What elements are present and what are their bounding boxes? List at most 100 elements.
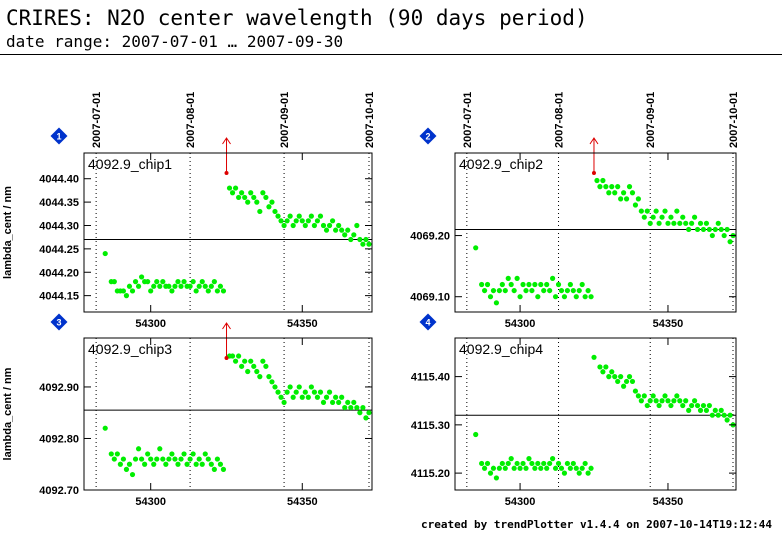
data-point [712, 226, 718, 233]
data-point [236, 353, 242, 359]
y-axis-label: lambda_cent / nm [2, 367, 14, 460]
data-point [360, 241, 366, 247]
x-tick-label: 54300 [135, 318, 166, 330]
data-point [284, 218, 290, 224]
data-point [299, 394, 305, 400]
panel-badge-number: 4 [425, 318, 430, 328]
data-point [220, 466, 227, 472]
data-point [694, 226, 701, 233]
data-point [703, 407, 710, 413]
plot-frame [83, 152, 373, 313]
data-point [487, 294, 494, 300]
data-point [529, 460, 535, 467]
data-point [317, 213, 324, 219]
data-point [677, 220, 683, 226]
data-point [357, 410, 363, 416]
data-point [544, 465, 550, 471]
data-point [142, 461, 148, 467]
data-point [659, 214, 665, 220]
data-point [703, 220, 710, 226]
data-point [287, 384, 293, 390]
data-point [229, 353, 236, 359]
data-point [484, 281, 491, 288]
data-point [570, 287, 576, 294]
data-point [597, 364, 603, 370]
data-point [659, 398, 665, 404]
data-point [709, 412, 715, 418]
data-point [600, 177, 606, 184]
data-point [302, 389, 308, 395]
data-point [354, 404, 360, 411]
data-point [573, 465, 579, 471]
data-point [576, 287, 582, 294]
data-point [193, 288, 199, 294]
data-point [263, 194, 269, 201]
data-point [190, 279, 196, 285]
data-point [151, 461, 157, 467]
data-point [499, 460, 505, 467]
data-point [511, 287, 517, 294]
data-point [709, 232, 715, 239]
panel-label: 4092.9_chip2 [459, 156, 543, 172]
data-point [591, 354, 597, 360]
data-point [517, 465, 523, 471]
y-tick-label: 4115.20 [411, 468, 450, 480]
data-point [336, 222, 342, 229]
y-tick-label: 4044.40 [39, 174, 79, 186]
data-point [632, 388, 639, 394]
data-point [656, 220, 662, 226]
data-point [290, 222, 296, 229]
data-point [686, 226, 692, 233]
data-point [706, 226, 712, 233]
data-point [532, 281, 538, 288]
event-marker-arrow [589, 137, 599, 145]
data-point [677, 398, 683, 404]
date-label: 2007-08-01 [554, 92, 566, 148]
data-point [644, 208, 650, 214]
data-point [129, 288, 136, 294]
data-point [354, 222, 360, 229]
data-point [278, 218, 284, 224]
data-point [145, 279, 151, 285]
y-tick-label: 4092.80 [39, 433, 79, 445]
data-point [120, 456, 127, 462]
data-point [618, 374, 624, 380]
data-point [632, 202, 639, 208]
event-marker-arrow [222, 137, 231, 145]
data-point [606, 190, 612, 196]
data-point [351, 232, 357, 238]
data-point [505, 275, 511, 281]
y-tick-label: 4092.70 [39, 485, 79, 497]
data-point [211, 466, 217, 472]
data-point [674, 208, 680, 214]
data-point [700, 402, 707, 409]
data-point [145, 451, 151, 457]
data-point [665, 398, 671, 404]
y-tick-label: 4092.90 [39, 382, 79, 394]
data-point [517, 294, 523, 300]
data-point [647, 220, 653, 226]
data-point [108, 451, 114, 457]
data-point [715, 412, 721, 418]
data-point [612, 374, 618, 380]
data-point [102, 250, 108, 257]
x-tick-label: 54300 [135, 496, 166, 508]
data-point [668, 402, 674, 409]
data-point [357, 236, 363, 243]
data-point [558, 465, 565, 471]
data-point [683, 220, 689, 226]
data-point [541, 287, 547, 294]
x-tick-label: 54300 [505, 496, 536, 508]
data-point [680, 214, 686, 220]
data-point [214, 288, 220, 294]
data-point [111, 456, 117, 462]
data-point [269, 379, 275, 385]
event-marker-dot [224, 171, 229, 175]
data-point [208, 461, 214, 467]
data-point [339, 394, 345, 400]
data-point [638, 398, 644, 404]
data-point [363, 415, 369, 421]
data-point [508, 456, 514, 462]
data-point [342, 232, 348, 238]
data-point [257, 374, 263, 380]
